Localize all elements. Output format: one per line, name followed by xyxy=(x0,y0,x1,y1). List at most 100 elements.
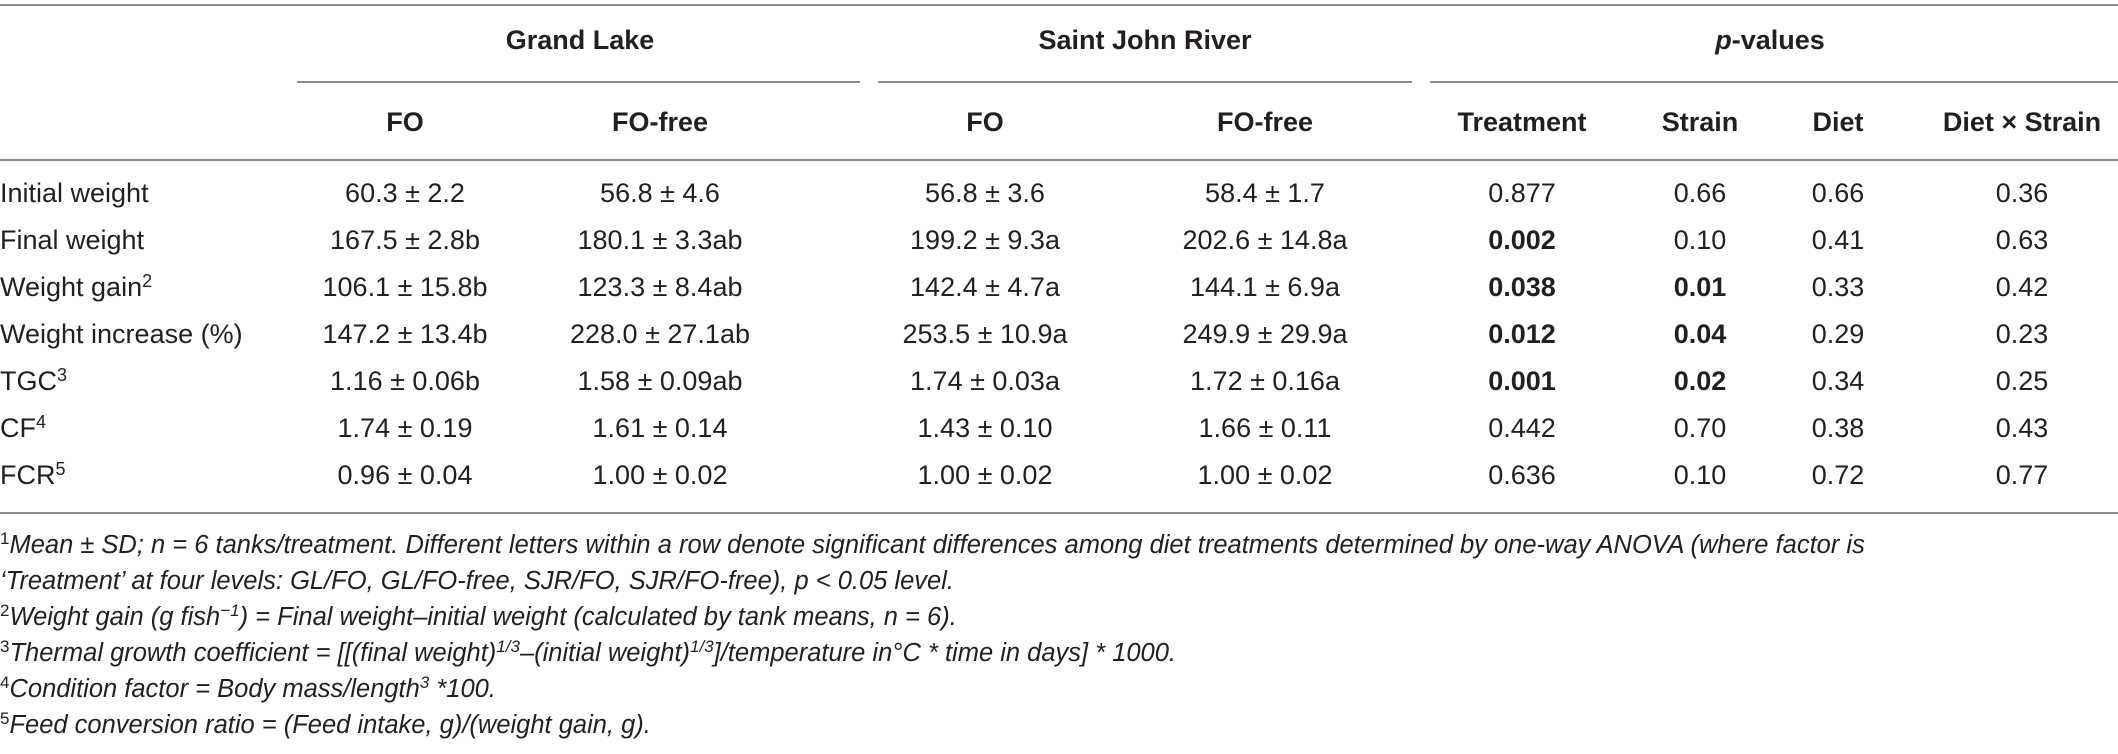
table-cell: 0.43 xyxy=(1995,413,2049,443)
table-cell: 0.36 xyxy=(1995,178,2049,208)
table-cell: 253.5 ± 10.9a xyxy=(902,319,1068,349)
table-cell: 106.1 ± 15.8b xyxy=(322,272,488,302)
footnote-3-sup-1: 1/3 xyxy=(496,637,520,656)
table-cell: 202.6 ± 14.8a xyxy=(1182,225,1348,255)
footnote-1-mark: 1 xyxy=(0,529,10,548)
footnote-2-text-a: Weight gain (g fish xyxy=(9,603,221,631)
table-cell: 0.636 xyxy=(1488,460,1556,490)
table-cell: 0.002 xyxy=(1488,225,1556,255)
table-bottom-rule xyxy=(0,512,2118,514)
footnote-2-sup: −1 xyxy=(220,601,240,620)
footnote-1-line-1: Mean ± SD; n = 6 tanks/treatment. Differ… xyxy=(9,531,1865,559)
table-cell: 0.001 xyxy=(1488,366,1556,396)
table-cell: 0.012 xyxy=(1488,319,1556,349)
footnote-5-mark: 5 xyxy=(0,709,10,728)
table-cell: 0.41 xyxy=(1811,225,1865,255)
table-cell: 1.74 ± 0.03a xyxy=(910,366,1060,396)
row-label: Final weight xyxy=(0,224,144,256)
column-header-treatment: Treatment xyxy=(1457,107,1587,137)
top-rule xyxy=(0,4,2118,6)
footnote-4: 4Condition factor = Body mass/length3 *1… xyxy=(0,673,496,704)
table-cell: 0.25 xyxy=(1995,366,2049,396)
footnote-3-mark: 3 xyxy=(0,637,10,656)
footnote-1: 1Mean ± SD; n = 6 tanks/treatment. Diffe… xyxy=(0,529,1865,560)
footnote-2-mark: 2 xyxy=(0,601,10,620)
group-header-p-values: p-values xyxy=(1715,25,1825,55)
table-cell: 0.442 xyxy=(1488,413,1556,443)
table-cell: 1.72 ± 0.16a xyxy=(1190,366,1340,396)
footnote-4-mark: 4 xyxy=(0,673,10,692)
table-cell: 0.34 xyxy=(1811,366,1865,396)
table-cell: 0.77 xyxy=(1995,460,2049,490)
row-label: Weight gain2 xyxy=(0,271,152,303)
column-header-diet: Diet xyxy=(1812,107,1864,137)
table-cell: 0.63 xyxy=(1995,225,2049,255)
table-cell: 0.96 ± 0.04 xyxy=(337,460,473,490)
footnote-1-cont: ‘Treatment’ at four levels: GL/FO, GL/FO… xyxy=(0,566,954,596)
table-cell: 142.4 ± 4.7a xyxy=(910,272,1060,302)
table-cell: 60.3 ± 2.2 xyxy=(345,178,465,208)
table-cell: 199.2 ± 9.3a xyxy=(910,225,1060,255)
table-cell: 56.8 ± 3.6 xyxy=(925,178,1045,208)
row-label-footnote-mark: 5 xyxy=(55,459,66,479)
group-header-grand-lake: Grand Lake xyxy=(505,25,655,55)
footnote-3: 3Thermal growth coefficient = [[(final w… xyxy=(0,637,1176,668)
table-cell: 1.00 ± 0.02 xyxy=(592,460,728,490)
column-header-sjr-fo-free: FO-free xyxy=(1216,107,1314,137)
table-cell: 167.5 ± 2.8b xyxy=(330,225,480,255)
table-cell: 0.33 xyxy=(1811,272,1865,302)
footnote-3-text-b: –(initial weight) xyxy=(519,639,691,667)
row-label-footnote-mark: 2 xyxy=(142,271,153,291)
table-cell: 56.8 ± 4.6 xyxy=(600,178,720,208)
footnote-4-sup: 3 xyxy=(419,673,430,692)
table-cell: 0.04 xyxy=(1673,319,1727,349)
table-cell: 0.70 xyxy=(1673,413,1727,443)
column-header-sjr-fo: FO xyxy=(966,107,1004,137)
footnote-2-text-b: ) = Final weight–initial weight (calcula… xyxy=(239,603,957,631)
row-label-text: Initial weight xyxy=(0,178,149,208)
footnote-1-line-2: ‘Treatment’ at four levels: GL/FO, GL/FO… xyxy=(0,567,954,595)
table-cell: 1.61 ± 0.14 xyxy=(592,413,728,443)
table-cell: 123.3 ± 8.4ab xyxy=(577,272,743,302)
table-cell: 0.10 xyxy=(1673,225,1727,255)
table-cell: 58.4 ± 1.7 xyxy=(1205,178,1325,208)
row-label-text: Weight increase (%) xyxy=(0,319,243,349)
header-bottom-rule xyxy=(0,159,2118,161)
footnote-4-text-b: *100. xyxy=(429,675,496,703)
row-label-text: Final weight xyxy=(0,225,145,255)
table-cell: 0.01 xyxy=(1673,272,1727,302)
column-header-strain: Strain xyxy=(1661,107,1739,137)
saint-john-river-rule xyxy=(878,81,1412,83)
table-cell: 0.42 xyxy=(1995,272,2049,302)
table-cell: 1.74 ± 0.19 xyxy=(337,413,473,443)
table-cell: 0.23 xyxy=(1995,319,2049,349)
row-label-text: FCR xyxy=(0,460,56,490)
grand-lake-rule xyxy=(297,81,860,83)
table-cell: 144.1 ± 6.9a xyxy=(1190,272,1340,302)
table-cell: 0.10 xyxy=(1673,460,1727,490)
table-cell: 1.00 ± 0.02 xyxy=(917,460,1053,490)
table-cell: 249.9 ± 29.9a xyxy=(1182,319,1348,349)
table-cell: 1.43 ± 0.10 xyxy=(917,413,1053,443)
table-cell: 0.02 xyxy=(1673,366,1727,396)
table-cell: 0.038 xyxy=(1488,272,1556,302)
row-label-text: TGC xyxy=(0,366,57,396)
footnote-2: 2Weight gain (g fish−1) = Final weight–i… xyxy=(0,601,957,632)
row-label: Initial weight xyxy=(0,177,149,209)
row-label-footnote-mark: 4 xyxy=(36,412,47,432)
table-cell: 0.29 xyxy=(1811,319,1865,349)
footnote-4-text-a: Condition factor = Body mass/length xyxy=(9,675,420,703)
footnote-5: 5Feed conversion ratio = (Feed intake, g… xyxy=(0,709,651,740)
table-cell: 1.00 ± 0.02 xyxy=(1197,460,1333,490)
table-cell: 0.66 xyxy=(1673,178,1727,208)
column-header-gl-fo-free: FO-free xyxy=(611,107,709,137)
group-header-saint-john-river: Saint John River xyxy=(1038,25,1252,55)
footnote-3-text-a: Thermal growth coefficient = [[(final we… xyxy=(9,639,497,667)
table-cell: 0.66 xyxy=(1811,178,1865,208)
table-cell: 0.38 xyxy=(1811,413,1865,443)
footnote-5-text: Feed conversion ratio = (Feed intake, g)… xyxy=(9,711,651,739)
row-label: Weight increase (%) xyxy=(0,318,243,350)
table-cell: 0.877 xyxy=(1488,178,1556,208)
column-header-diet-x-strain: Diet × Strain xyxy=(1942,107,2102,137)
table-cell: 147.2 ± 13.4b xyxy=(322,319,488,349)
